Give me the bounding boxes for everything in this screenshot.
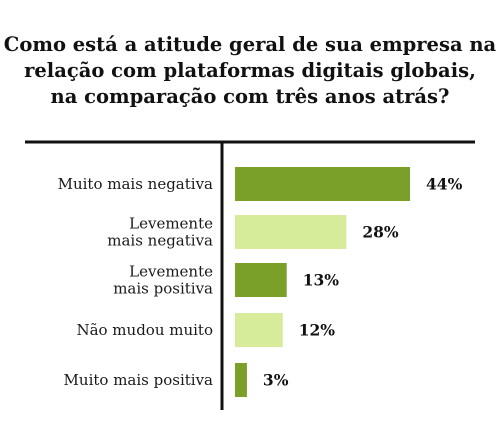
category-label-4: Não mudou muito — [76, 321, 213, 339]
bar-3 — [235, 263, 287, 297]
category-label-3: Levemente mais positiva — [113, 263, 213, 298]
value-label-5: 3% — [263, 371, 289, 390]
category-label-line: Muito mais negativa — [58, 175, 213, 193]
category-label-line: Não mudou muito — [76, 321, 213, 339]
category-label-line: mais negativa — [107, 232, 213, 250]
category-label-5: Muito mais positiva — [64, 371, 214, 389]
value-label-3: 13% — [303, 271, 340, 290]
category-label-2: Levemente mais negativa — [107, 215, 213, 250]
category-label-line: Levemente — [129, 215, 213, 233]
category-label-line: Muito mais positiva — [64, 371, 214, 389]
category-label-1: Muito mais negativa — [58, 175, 213, 193]
category-label-line: Levemente — [129, 263, 213, 281]
chart-title: Como está a atitude geral de sua empresa… — [3, 33, 497, 108]
value-label-2: 28% — [362, 223, 399, 242]
bar-2 — [235, 215, 347, 249]
value-label-4: 12% — [299, 321, 336, 340]
value-label-1: 44% — [426, 175, 463, 194]
category-label-line: mais positiva — [113, 280, 213, 298]
bar-1 — [235, 167, 410, 201]
bar-4 — [235, 313, 283, 347]
bar-5 — [235, 363, 247, 397]
